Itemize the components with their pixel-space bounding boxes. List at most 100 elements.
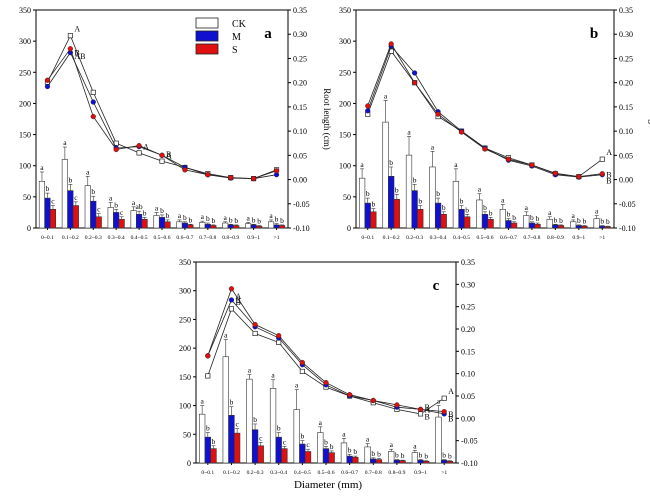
x-tick-label: 0.5~0.6 [317, 470, 334, 476]
significance-letter: a [224, 213, 228, 222]
bar-m [388, 176, 395, 229]
left-tick-label: 0 [187, 459, 191, 468]
x-tick-label: >1 [599, 235, 605, 241]
bar-m [481, 213, 489, 229]
significance-letter: a [63, 138, 67, 147]
bar-ck [388, 451, 395, 464]
bar-m [204, 223, 211, 229]
bar-s [164, 221, 171, 229]
bar-ck [317, 432, 324, 464]
bar-m [227, 224, 234, 229]
bar-ck [340, 442, 348, 464]
left-tick-label: 150 [179, 373, 191, 382]
x-tick-label: 0.6~0.7 [500, 235, 517, 241]
x-tick-label: 0.4~0.5 [453, 235, 470, 241]
bar-s [352, 456, 359, 464]
ratio-letter: B [606, 171, 611, 180]
ratio-point-s [435, 111, 441, 117]
significance-letter: b [389, 158, 393, 167]
bar-m [273, 224, 280, 229]
bar-ck [38, 180, 46, 229]
significance-letter: b [46, 184, 50, 193]
bar-s [464, 216, 471, 229]
significance-letter: b [483, 203, 487, 212]
right-tick-label: 0.35 [461, 258, 475, 267]
bar-ck [358, 177, 366, 229]
bar-s [118, 218, 125, 229]
x-tick-label: 0~0.1 [201, 470, 214, 476]
x-tick-label: 0.1~0.2 [383, 235, 400, 241]
panel-label: b [590, 26, 598, 42]
significance-letter: c [306, 440, 310, 449]
right-tick-label: -0.05 [461, 437, 478, 446]
significance-letter: c [97, 205, 101, 214]
bar-ck [267, 221, 275, 229]
bar-s [370, 211, 377, 229]
left-tick-label: 250 [179, 315, 191, 324]
significance-letter: a [548, 208, 552, 217]
bar-m [417, 459, 424, 464]
x-tick-label: 0.2~0.3 [247, 470, 264, 476]
bar-s [534, 223, 541, 229]
left-tick-label: 100 [19, 162, 31, 171]
significance-letter: a [271, 371, 275, 380]
x-tick-label: 0.5~0.6 [153, 235, 170, 241]
bar-ck [411, 452, 419, 464]
ratio-point-m [90, 99, 96, 105]
ratio-point-s [505, 156, 512, 162]
ratio-point-s [67, 46, 73, 52]
bar-m [441, 459, 448, 464]
left-tick-label: 0 [27, 224, 31, 233]
ratio-letter: B [606, 177, 611, 186]
bar-s [581, 225, 588, 229]
ratio-point-s [347, 392, 353, 398]
right-tick-label: 0.30 [461, 280, 475, 289]
significance-letter: b [68, 175, 72, 184]
significance-letter: c [74, 193, 78, 202]
x-tick-label: 0.3~0.4 [430, 235, 447, 241]
bar-ck [523, 215, 530, 229]
legend: CK MS [195, 17, 247, 56]
bar-s [510, 222, 518, 229]
significance-letter: b [277, 424, 281, 433]
significance-letter: a [478, 185, 482, 194]
left-tick-label: 50 [183, 430, 191, 439]
right-tick-label: -0.10 [293, 224, 310, 233]
ratio-point-s [529, 162, 535, 168]
significance-letter: b [229, 215, 233, 224]
significance-letter: b [183, 213, 187, 222]
bar-s [187, 224, 194, 229]
ratio-letter: B [448, 410, 453, 419]
right-tick-label: 0.25 [293, 54, 307, 63]
ratio-point-ck [276, 339, 282, 345]
significance-letter: ab [136, 202, 143, 211]
bar-ck [84, 185, 91, 229]
bar-s [49, 209, 57, 229]
bar-s [210, 448, 217, 464]
significance-letter: b [366, 189, 370, 198]
significance-letter: b [442, 451, 446, 460]
right-tick-label: 0.15 [461, 347, 475, 356]
significance-letter: a [86, 167, 90, 176]
significance-letter: b [512, 213, 516, 222]
bar-s [487, 218, 494, 229]
ratio-point-m [44, 83, 51, 90]
bar-s [256, 225, 263, 229]
bar-s [446, 460, 453, 464]
significance-letter: c [51, 197, 55, 206]
x-tick-label: 0~0.1 [41, 235, 54, 241]
bar-m [458, 209, 465, 229]
significance-letter: a [109, 193, 113, 202]
significance-letter: b [300, 432, 304, 441]
right-tick-label: 0.35 [619, 6, 633, 15]
bar-ck [499, 209, 506, 229]
significance-letter: b [211, 216, 215, 225]
ratio-point-ck [299, 368, 305, 374]
left-tick-label: 100 [339, 162, 351, 171]
legend-swatch-m [195, 30, 219, 42]
significance-letter: a [40, 163, 44, 172]
significance-letter: a [224, 331, 228, 340]
bar-m [250, 224, 257, 229]
ratio-letter: B [166, 150, 171, 159]
significance-letter: b [371, 200, 375, 209]
